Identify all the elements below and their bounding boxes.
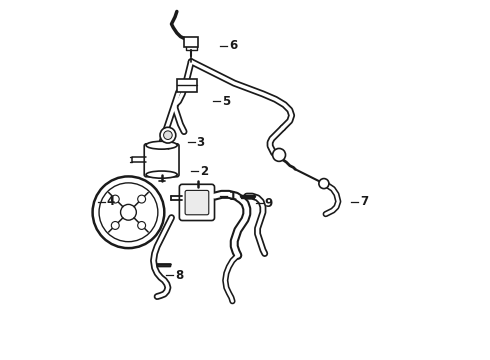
Text: 1: 1 [229, 190, 237, 203]
Bar [177, 78, 196, 92]
Text: 4: 4 [107, 195, 115, 208]
FancyBboxPatch shape [185, 190, 209, 215]
Circle shape [272, 148, 286, 161]
Circle shape [138, 221, 146, 229]
Circle shape [164, 131, 172, 139]
Text: 6: 6 [229, 39, 237, 52]
Circle shape [111, 221, 119, 229]
Circle shape [99, 183, 158, 242]
Circle shape [111, 195, 119, 203]
Bar [184, 37, 198, 47]
Text: 9: 9 [265, 197, 273, 210]
FancyBboxPatch shape [179, 184, 215, 221]
Text: 7: 7 [360, 195, 368, 208]
Circle shape [93, 176, 164, 248]
FancyBboxPatch shape [144, 144, 179, 177]
Text: 5: 5 [221, 95, 230, 108]
Circle shape [138, 195, 146, 203]
Circle shape [121, 204, 136, 220]
Text: 8: 8 [175, 269, 183, 282]
Circle shape [319, 179, 329, 189]
Ellipse shape [146, 171, 177, 178]
Ellipse shape [146, 141, 177, 149]
Text: 2: 2 [200, 165, 208, 177]
Circle shape [160, 127, 176, 143]
Text: 3: 3 [196, 136, 205, 149]
